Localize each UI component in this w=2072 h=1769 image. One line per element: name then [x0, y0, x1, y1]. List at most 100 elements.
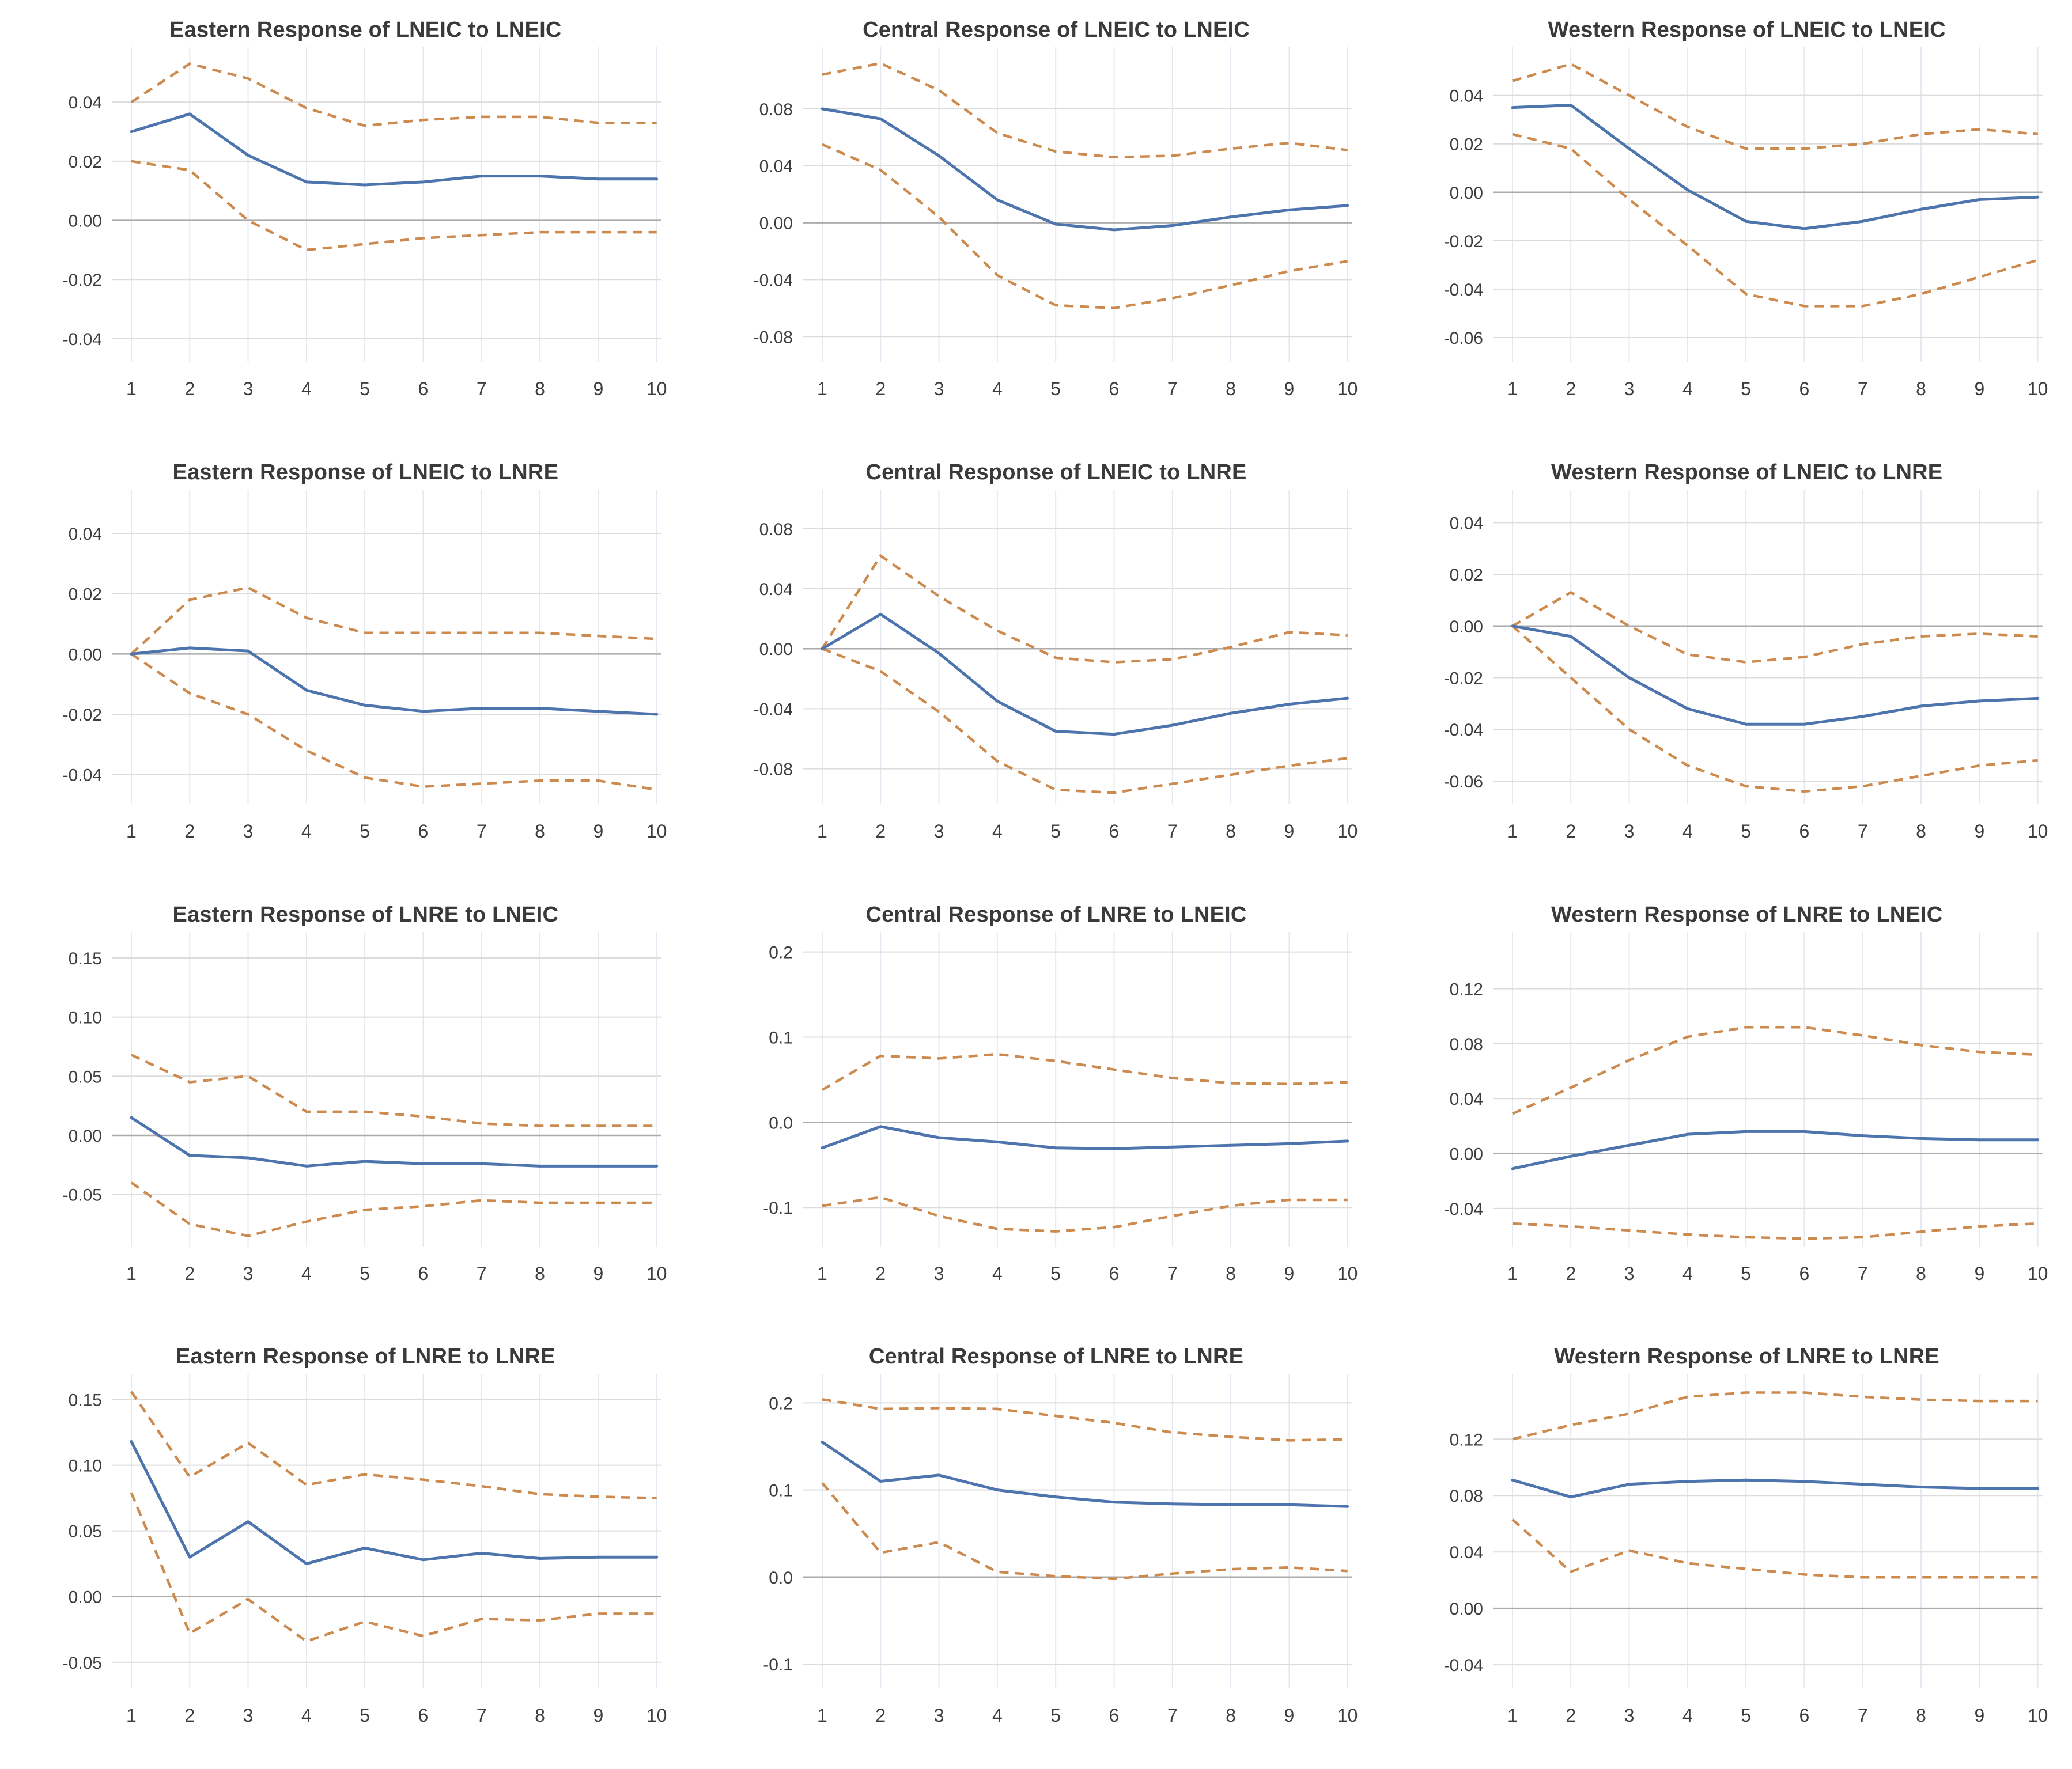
upper-band-line [130, 1053, 657, 1127]
y-tick-label: -0.02 [1444, 669, 1483, 688]
lower-band-line [1511, 624, 2039, 793]
chart-title: Central Response of LNEIC to LNRE [865, 460, 1247, 484]
x-tick-label: 6 [418, 821, 429, 842]
y-tick-label: 0.04 [759, 157, 792, 176]
lower-band-line [821, 143, 1348, 310]
upper-band-line [1512, 1025, 2039, 1115]
x-tick-label: 3 [1624, 1263, 1635, 1283]
upper-band-line [821, 554, 1348, 664]
chart-plot: 0.15 0.10 0.05 0.00 -0.05 1 2 3 4 5 6 7 8 9 10 [63, 1374, 667, 1726]
y-tick-label: -0.04 [753, 700, 792, 719]
y-tick-label: -0.04 [1444, 1656, 1483, 1675]
chart-panel-western-lnre-lnre: Western Response of LNRE to LNRE 0.12 0.0… [1381, 1327, 2072, 1769]
x-tick-label: 3 [933, 378, 944, 399]
x-tick-label: 6 [1799, 378, 1810, 399]
y-tick-label: 0.0 [769, 1569, 793, 1588]
x-tick-label: 3 [1624, 821, 1635, 842]
x-tick-label: 6 [1109, 1263, 1119, 1283]
x-tick-label: 8 [1916, 821, 1926, 842]
y-tick-label: 0.00 [69, 645, 102, 664]
x-tick-label: 9 [1284, 1705, 1294, 1726]
x-tick-label: 4 [992, 1705, 1003, 1726]
x-tick-label: 7 [1167, 378, 1178, 399]
upper-band-line [1512, 1391, 2039, 1441]
y-tick-label: 0.12 [1450, 1431, 1483, 1450]
y-tick-label: 0.02 [1450, 566, 1483, 585]
lower-band-line [821, 647, 1348, 794]
x-tick-label: 1 [1507, 821, 1518, 842]
x-tick-label: 3 [243, 821, 254, 842]
x-tick-label: 6 [1109, 1705, 1119, 1726]
x-tick-label: 1 [817, 821, 827, 842]
chart-panel-eastern-lnre-lneic: Eastern Response of LNRE to LNEIC 0.15 0.… [0, 884, 691, 1327]
chart-panel-eastern-lnre-lnre: Eastern Response of LNRE to LNRE 0.15 0.1… [0, 1327, 691, 1769]
y-tick-label: 0.04 [1450, 87, 1483, 106]
upper-band-line [1512, 62, 2039, 150]
response-line [821, 1441, 1349, 1509]
chart-panel-central-lneic-lnre: Central Response of LNEIC to LNRE 0.08 0.… [690, 442, 1382, 885]
x-tick-label: 6 [418, 1705, 429, 1726]
y-tick-label: 0.00 [69, 1588, 102, 1607]
response-line [821, 1124, 1349, 1150]
chart-panel-western-lneic-lneic: Western Response of LNEIC to LNEIC 0.04 0… [1381, 0, 2072, 442]
y-tick-label: -0.04 [1444, 721, 1483, 740]
chart-plot: 0.15 0.10 0.05 0.00 -0.05 1 2 3 4 5 6 7 8 9 10 [63, 931, 667, 1283]
x-tick-label: 5 [1741, 1705, 1752, 1726]
chart-title: Central Response of LNRE to LNEIC [865, 902, 1247, 927]
x-tick-label: 9 [1975, 821, 1985, 842]
x-tick-label: 3 [933, 1705, 944, 1726]
x-tick-label: 2 [184, 1263, 195, 1283]
chart-title: Central Response of LNRE to LNRE [868, 1344, 1244, 1369]
y-tick-label: 0.2 [769, 943, 793, 962]
y-tick-label: -0.02 [63, 706, 102, 725]
response-line [1511, 624, 2040, 726]
x-tick-label: 7 [1858, 378, 1868, 399]
chart-title: Eastern Response of LNEIC to LNEIC [169, 18, 562, 42]
x-tick-label: 8 [1916, 1263, 1926, 1283]
y-tick-label: 0.10 [69, 1457, 102, 1476]
response-line [1511, 103, 2040, 230]
x-tick-label: 1 [817, 378, 827, 399]
x-tick-label: 8 [535, 1263, 545, 1283]
y-tick-label: 0.2 [769, 1395, 793, 1414]
x-tick-label: 1 [126, 1263, 137, 1283]
x-tick-label: 8 [535, 378, 545, 399]
chart-title: Western Response of LNRE to LNEIC [1551, 902, 1943, 927]
x-tick-label: 2 [1566, 378, 1576, 399]
y-tick-label: 0.04 [69, 525, 102, 544]
x-tick-label: 10 [2028, 378, 2048, 399]
x-tick-label: 7 [1167, 821, 1178, 842]
chart-plot: 0.2 0.1 0.0 -0.1 1 2 3 4 5 6 7 8 9 10 [763, 1374, 1358, 1726]
response-line [130, 1116, 659, 1168]
y-tick-label: -0.04 [753, 271, 792, 290]
x-tick-label: 9 [1284, 821, 1294, 842]
lower-band-line [131, 160, 657, 252]
chart-title: Eastern Response of LNEIC to LNRE [172, 460, 559, 484]
x-tick-label: 9 [593, 821, 603, 842]
y-tick-label: -0.04 [1444, 281, 1483, 300]
x-tick-label: 2 [184, 821, 195, 842]
x-tick-label: 9 [593, 378, 603, 399]
y-tick-label: 0.08 [1450, 1035, 1483, 1054]
x-tick-label: 2 [184, 1705, 195, 1726]
upper-band-line [1512, 590, 2039, 664]
y-tick-label: 0.10 [69, 1008, 102, 1027]
x-tick-label: 10 [646, 1705, 667, 1726]
lower-band-line [1511, 1518, 2039, 1579]
x-tick-label: 3 [933, 821, 944, 842]
x-tick-label: 4 [301, 1263, 312, 1283]
y-tick-label: -0.04 [63, 330, 102, 349]
y-tick-label: 0.00 [69, 212, 102, 231]
x-tick-label: 4 [301, 1705, 312, 1726]
upper-band-line [822, 1398, 1348, 1442]
x-tick-label: 1 [1507, 378, 1518, 399]
y-tick-label: -0.06 [1444, 772, 1483, 791]
x-tick-label: 8 [535, 821, 545, 842]
chart-title: Western Response of LNEIC to LNRE [1551, 460, 1943, 484]
x-tick-label: 5 [360, 378, 370, 399]
x-tick-label: 10 [2028, 1263, 2048, 1283]
x-tick-label: 6 [1799, 821, 1810, 842]
y-tick-label: 0.08 [759, 100, 792, 119]
response-line [130, 112, 659, 187]
chart-panel-western-lnre-lneic: Western Response of LNRE to LNEIC 0.12 0.… [1381, 884, 2072, 1327]
